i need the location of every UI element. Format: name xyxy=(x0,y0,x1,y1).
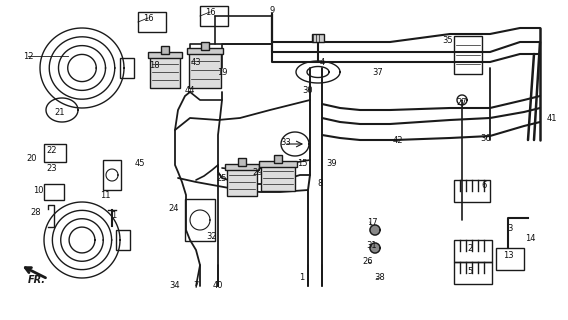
Bar xyxy=(103,160,121,190)
Text: 8: 8 xyxy=(318,179,323,188)
Text: FR.: FR. xyxy=(28,275,46,285)
Text: 45: 45 xyxy=(135,158,145,167)
Bar xyxy=(161,46,169,54)
Bar xyxy=(185,199,215,241)
Text: 33: 33 xyxy=(281,138,291,147)
Text: 9: 9 xyxy=(269,5,274,14)
Circle shape xyxy=(370,243,380,253)
Text: 12: 12 xyxy=(23,52,34,60)
Text: 23: 23 xyxy=(47,164,57,172)
Text: 41: 41 xyxy=(547,114,557,123)
Text: 25: 25 xyxy=(217,173,227,182)
Text: 21: 21 xyxy=(55,108,65,116)
Text: 1: 1 xyxy=(111,211,116,220)
Bar xyxy=(238,158,246,166)
Bar xyxy=(454,262,492,284)
Text: 37: 37 xyxy=(373,68,383,76)
Text: 20: 20 xyxy=(27,154,37,163)
Bar xyxy=(454,180,490,202)
Text: 36: 36 xyxy=(481,133,491,142)
Bar xyxy=(454,36,482,74)
Bar xyxy=(189,52,221,88)
Text: 17: 17 xyxy=(367,218,377,227)
Bar xyxy=(274,155,282,163)
Bar xyxy=(187,48,223,54)
Bar xyxy=(225,164,259,170)
Text: 2: 2 xyxy=(467,244,473,252)
Bar xyxy=(259,161,297,167)
Bar xyxy=(201,42,209,50)
Bar xyxy=(227,168,257,196)
Text: 28: 28 xyxy=(31,207,41,217)
Bar xyxy=(496,248,524,270)
Bar xyxy=(200,6,228,26)
Text: 16: 16 xyxy=(143,13,153,22)
Circle shape xyxy=(370,225,380,235)
Bar xyxy=(44,184,64,200)
Bar xyxy=(116,230,130,250)
Text: 15: 15 xyxy=(296,158,307,167)
Bar xyxy=(44,144,66,162)
Text: 7: 7 xyxy=(193,282,199,291)
Text: 34: 34 xyxy=(170,282,180,291)
Bar xyxy=(261,165,295,191)
Text: 39: 39 xyxy=(327,158,337,167)
Bar xyxy=(148,52,182,58)
Text: 43: 43 xyxy=(191,58,201,67)
Text: 38: 38 xyxy=(375,274,385,283)
Text: 13: 13 xyxy=(503,251,513,260)
Text: 42: 42 xyxy=(392,135,403,145)
Text: 18: 18 xyxy=(149,60,159,69)
Bar xyxy=(138,12,166,32)
Text: 14: 14 xyxy=(525,234,535,243)
Text: 3: 3 xyxy=(507,223,513,233)
Text: 44: 44 xyxy=(185,85,195,94)
Bar xyxy=(454,240,492,262)
Text: 31: 31 xyxy=(367,241,377,250)
Text: 24: 24 xyxy=(169,204,179,212)
Text: 29: 29 xyxy=(253,167,263,177)
Text: 5: 5 xyxy=(467,268,473,276)
Text: 22: 22 xyxy=(47,146,57,155)
Text: 32: 32 xyxy=(207,231,218,241)
Text: 6: 6 xyxy=(481,180,487,189)
Text: 30: 30 xyxy=(303,85,314,94)
Text: 26: 26 xyxy=(363,258,373,267)
Bar xyxy=(120,58,134,78)
Text: 27: 27 xyxy=(457,98,467,107)
Text: 40: 40 xyxy=(213,282,223,291)
Text: 35: 35 xyxy=(442,36,453,44)
Text: 11: 11 xyxy=(100,190,110,199)
Text: 10: 10 xyxy=(33,186,43,195)
Bar xyxy=(150,56,180,88)
Bar xyxy=(312,34,324,42)
Text: 1: 1 xyxy=(299,274,304,283)
Text: 4: 4 xyxy=(319,58,325,67)
Text: 16: 16 xyxy=(204,7,215,17)
Text: 19: 19 xyxy=(217,68,227,76)
